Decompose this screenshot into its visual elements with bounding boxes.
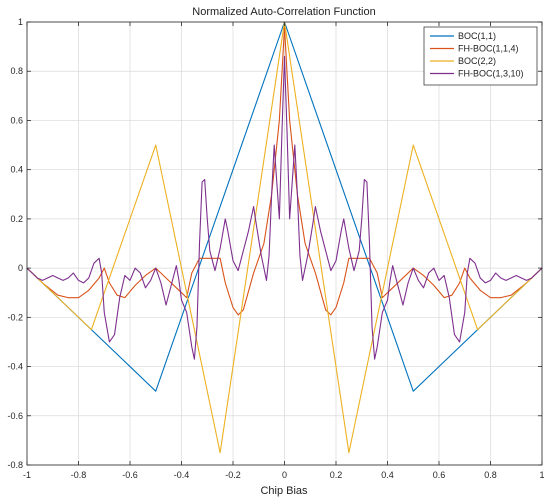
y-tick-label: -0.4 — [7, 362, 23, 372]
y-tick-label: -0.8 — [7, 460, 23, 470]
x-tick-label: -0.6 — [122, 470, 138, 480]
legend-box — [423, 26, 538, 86]
y-tick-label: 1 — [18, 17, 23, 27]
x-tick-label: 0.6 — [433, 470, 446, 480]
y-tick-label: 0.6 — [10, 115, 23, 125]
x-tick-label: 1 — [539, 470, 544, 480]
y-tick-label: -0.6 — [7, 411, 23, 421]
series-line-4 — [26, 55, 543, 360]
series-line-2 — [26, 26, 543, 316]
legend-entry-label: BOC(1,1) — [458, 31, 496, 41]
y-tick-label: 0.4 — [10, 165, 23, 175]
x-tick-label: 0.2 — [330, 470, 343, 480]
legend-entry-label: FH-BOC(1,1,4) — [458, 44, 519, 54]
x-tick-label: 0.8 — [484, 470, 497, 480]
x-axis-label: Chip Bias — [260, 485, 308, 497]
x-tick-label: -1 — [23, 470, 31, 480]
y-tick-label: -0.2 — [7, 312, 23, 322]
y-axis-ticks: -0.8 -0.6 -0.4 -0.2 0 0.2 0.4 0.6 0.8 1 — [7, 17, 542, 470]
legend: BOC(1,1) FH-BOC(1,1,4) BOC(2,2) FH-BOC(1,3,… — [423, 26, 538, 86]
x-tick-label: 0.4 — [381, 470, 394, 480]
y-tick-label: 0.8 — [10, 66, 23, 76]
x-axis-ticks: -1 -0.8 -0.6 -0.4 -0.2 0 0.2 0.4 0.6 0.8 1 — [23, 22, 545, 480]
x-tick-label: 0 — [282, 470, 287, 480]
x-tick-label: -0.4 — [174, 470, 190, 480]
x-tick-label: -0.2 — [225, 470, 241, 480]
x-tick-label: -0.8 — [71, 470, 87, 480]
legend-entry-label: BOC(2,2) — [458, 56, 496, 66]
y-tick-label: 0 — [18, 263, 23, 273]
chart-title: Normalized Auto-Correlation Function — [192, 6, 375, 18]
y-tick-label: 0.2 — [10, 214, 23, 224]
legend-entry-label: FH-BOC(1,3,10) — [458, 69, 524, 79]
